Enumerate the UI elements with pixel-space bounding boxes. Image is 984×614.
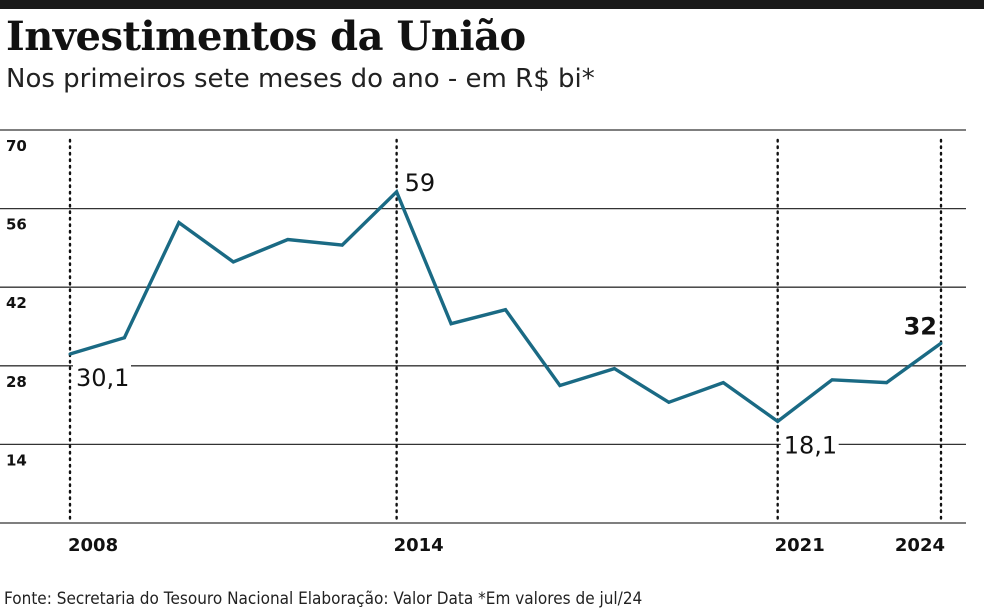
data-label-bg-2021 xyxy=(780,431,839,460)
line-chart: 14 28 42 56 70 2008 2014 2021 2024 30,1 59 18,1 32 xyxy=(0,129,966,556)
data-point-2022 xyxy=(830,378,834,382)
data-point-2024 xyxy=(939,341,943,345)
data-point-2015 xyxy=(449,322,453,326)
data-point-2010 xyxy=(177,221,181,225)
source-note: Fonte: Secretaria do Tesouro Nacional El… xyxy=(4,589,643,609)
x-tick-label-2008: 2008 xyxy=(68,535,118,556)
data-label-bg-2008 xyxy=(73,364,131,393)
y-tick-label-14: 14 xyxy=(6,451,27,469)
x-tick-label-2014: 2014 xyxy=(394,535,444,556)
data-label-2008: 30,1 xyxy=(76,364,129,392)
y-tick-label-56: 56 xyxy=(6,216,27,234)
data-point-2009 xyxy=(122,336,126,340)
data-point-2020 xyxy=(721,381,725,385)
data-point-2019 xyxy=(667,400,671,404)
data-point-2014 xyxy=(395,190,399,194)
data-point-2008 xyxy=(68,352,72,356)
data-point-2013 xyxy=(340,243,344,247)
data-point-2016 xyxy=(504,308,507,312)
y-tick-label-42: 42 xyxy=(6,294,27,312)
data-point-2011 xyxy=(231,260,235,264)
data-label-2024: 32 xyxy=(904,312,937,340)
data-point-2017 xyxy=(558,383,562,387)
y-tick-label-28: 28 xyxy=(6,373,27,391)
data-point-2023 xyxy=(885,381,889,385)
series-line-0 xyxy=(69,188,942,424)
top-rule xyxy=(0,0,984,9)
data-label-2014: 59 xyxy=(405,169,436,197)
data-point-2018 xyxy=(612,367,616,371)
chart-subtitle: Nos primeiros sete meses do ano - em R$ … xyxy=(6,64,595,94)
x-tick-label-2021: 2021 xyxy=(775,535,825,556)
y-tick-label-70: 70 xyxy=(6,137,27,155)
data-label-2021: 18,1 xyxy=(784,431,837,459)
data-point-2021 xyxy=(776,419,780,423)
x-tick-label-2024: 2024 xyxy=(895,535,945,556)
chart-title: Investimentos da União xyxy=(6,13,526,60)
data-point-2012 xyxy=(286,237,290,241)
